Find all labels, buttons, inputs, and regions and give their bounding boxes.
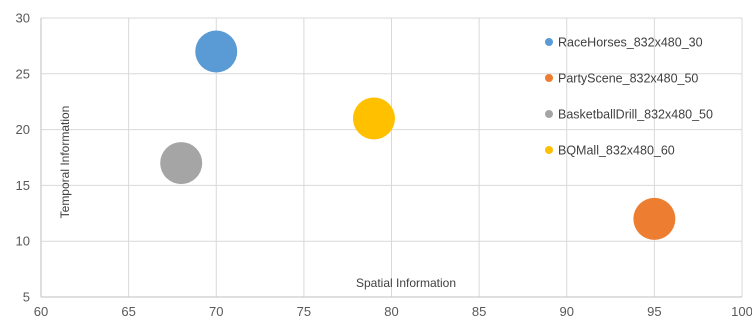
tick-labels: 60 65 70 75 80 85 90 95 100 5 10 15 20 25 30 <box>16 11 752 320</box>
y-axis-title: Temporal Information <box>58 106 72 219</box>
x-tick-label: 65 <box>121 304 135 319</box>
legend-entry-label: BasketballDrill_832x480_50 <box>558 108 713 122</box>
data-point <box>352 97 395 140</box>
x-axis-title: Spatial Information <box>356 276 456 290</box>
x-tick-label: 80 <box>384 304 398 319</box>
x-tick-label: 95 <box>647 304 661 319</box>
legend-entry-label: RaceHorses_832x480_30 <box>558 36 703 50</box>
legend-marker <box>545 146 553 154</box>
data-point <box>160 142 203 185</box>
legend-marker <box>545 110 553 118</box>
data-points <box>160 30 676 240</box>
y-tick-label: 30 <box>16 11 30 26</box>
y-tick-label: 10 <box>16 234 30 249</box>
x-tick-label: 90 <box>560 304 574 319</box>
x-tick-label: 85 <box>472 304 486 319</box>
legend-entry-label: PartyScene_832x480_50 <box>558 72 698 86</box>
legend: RaceHorses_832x480_30 PartyScene_832x480_… <box>545 36 713 158</box>
y-tick-label: 15 <box>16 178 30 193</box>
legend-entry-label: BQMall_832x480_60 <box>558 144 675 158</box>
x-tick-label: 70 <box>209 304 223 319</box>
x-tick-label: 60 <box>34 304 48 319</box>
y-tick-label: 5 <box>23 290 30 305</box>
legend-marker <box>545 38 553 46</box>
legend-marker <box>545 74 553 82</box>
x-tick-label: 75 <box>297 304 311 319</box>
x-tick-label: 100 <box>731 304 752 319</box>
data-point <box>195 30 238 73</box>
axes <box>40 18 742 298</box>
data-point <box>633 197 676 240</box>
y-tick-label: 25 <box>16 66 30 81</box>
grid-lines <box>41 17 743 297</box>
y-tick-label: 20 <box>16 122 30 137</box>
